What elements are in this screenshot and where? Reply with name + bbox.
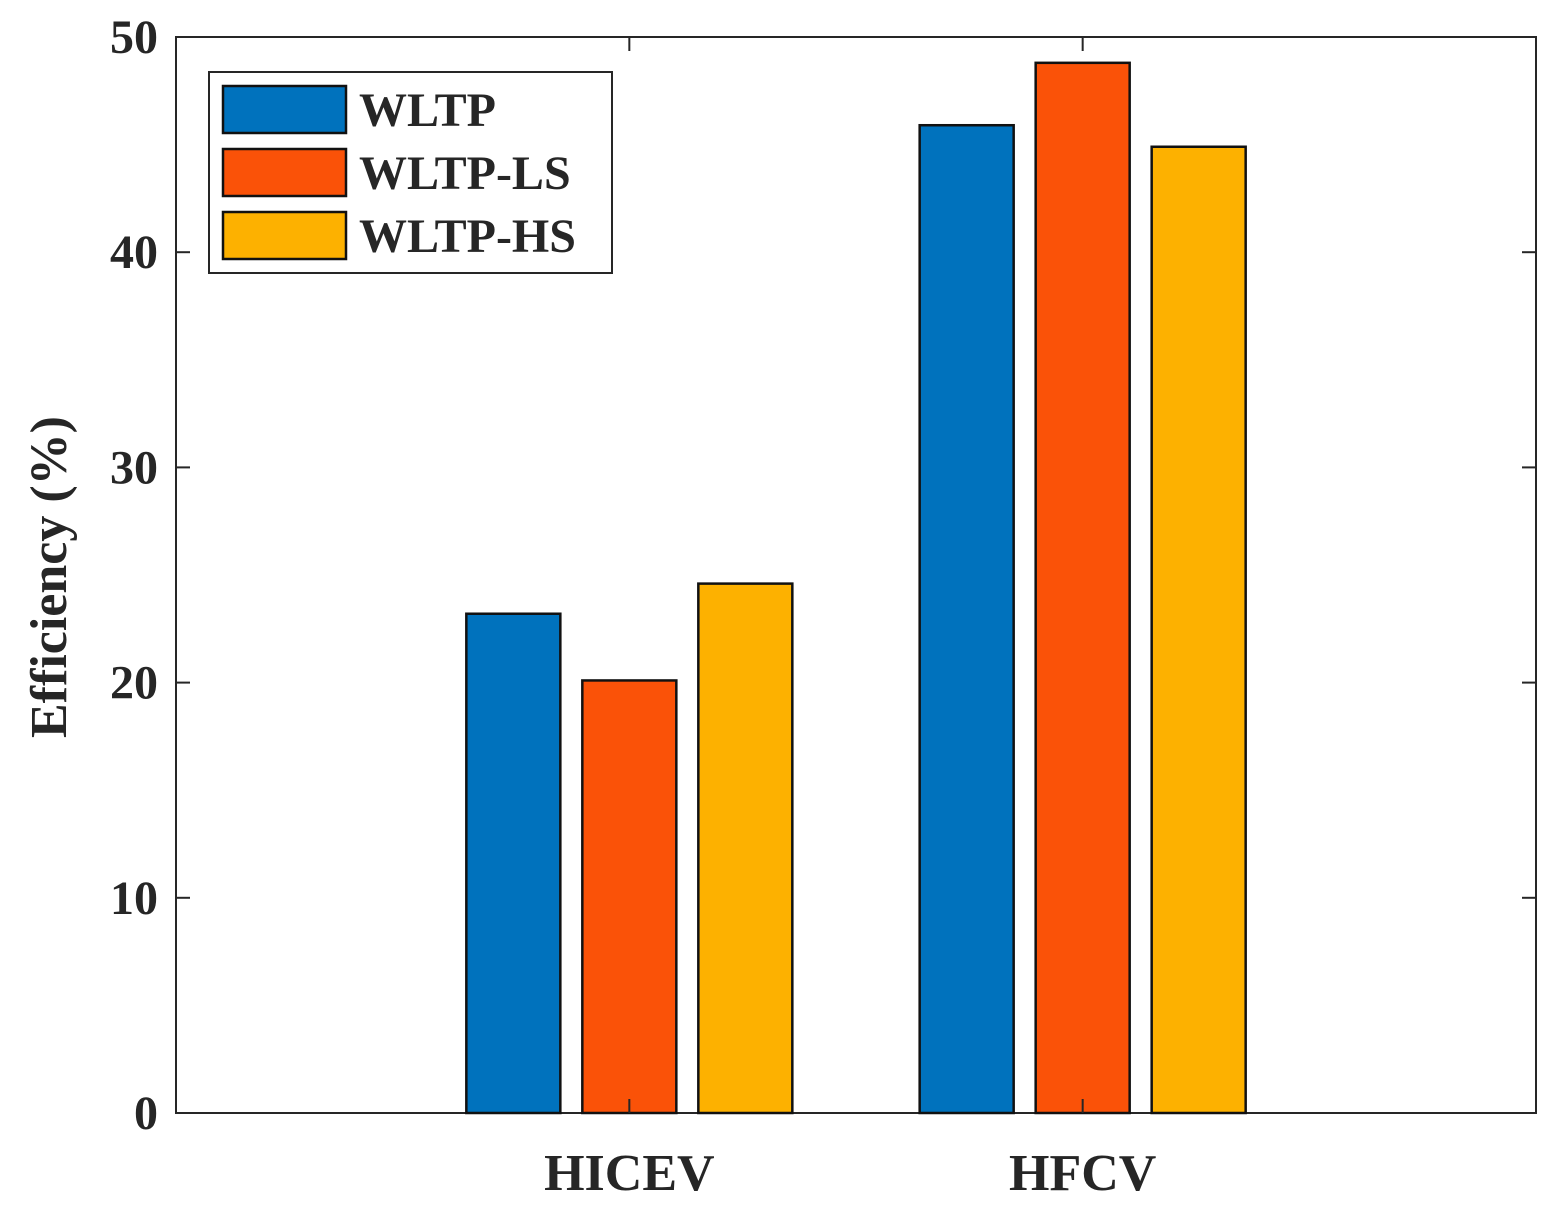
legend-swatch-wltp-ls xyxy=(221,147,348,198)
y-tick-label: 20 xyxy=(110,657,158,710)
legend-label-wltp-ls: WLTP-LS xyxy=(359,147,571,200)
bar-wltp-hs-hfcv xyxy=(1150,145,1247,1115)
y-tick-label: 40 xyxy=(110,226,158,279)
legend-swatch-wltp xyxy=(221,84,348,135)
plot-area-border xyxy=(175,36,1537,1114)
x-axis: HICEV HFCV xyxy=(544,37,1156,1202)
y-axis: 0 10 20 30 40 50 xyxy=(110,11,1536,1140)
bar-wltp-hfcv xyxy=(918,123,1015,1115)
bar-wltp-hicev xyxy=(465,612,562,1115)
bar-series-group xyxy=(465,61,1247,1115)
legend-label-wltp-hs: WLTP-HS xyxy=(359,210,576,263)
axes-frame xyxy=(175,36,1537,1114)
legend-label-wltp: WLTP xyxy=(359,84,496,137)
legend: WLTP WLTP-LS WLTP-HS xyxy=(208,71,613,274)
bar-wltp-hs-hicev xyxy=(697,582,794,1115)
legend-swatch-wltp-hs xyxy=(221,210,348,261)
y-tick-label: 10 xyxy=(110,872,158,925)
x-tick-label: HICEV xyxy=(544,1145,714,1202)
bar-wltp-ls-hfcv xyxy=(1034,61,1131,1115)
y-tick-label: 0 xyxy=(134,1087,158,1140)
bar-wltp-ls-hicev xyxy=(581,679,678,1115)
y-tick-label: 30 xyxy=(110,441,158,494)
x-tick-label: HFCV xyxy=(1009,1145,1156,1202)
y-tick-label: 50 xyxy=(110,11,158,64)
y-axis-label: Efficiency (%) xyxy=(21,416,78,738)
